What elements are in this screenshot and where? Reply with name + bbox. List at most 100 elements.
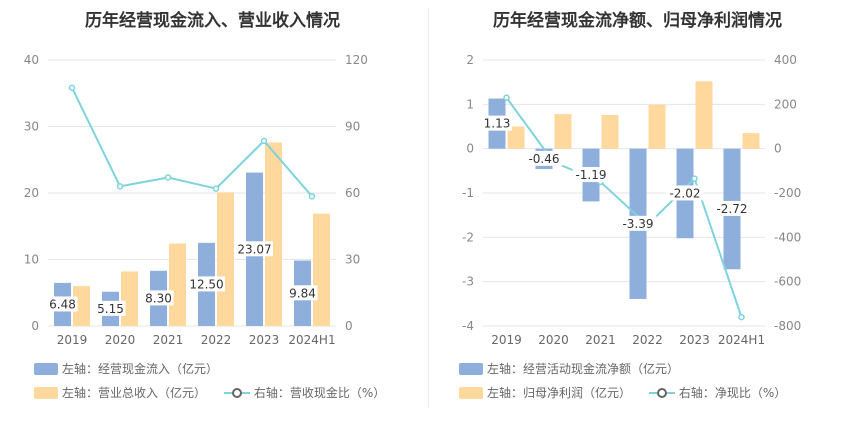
bar-series-2 [742,133,760,149]
legend-label: 左轴：经营活动现金流净额（亿元） [487,362,680,376]
legend-swatch-ratio-line [648,387,675,399]
y-right-tick-label: -600 [774,275,801,289]
legend-item-revenue[interactable]: 左轴：营业总收入（亿元） [34,384,206,401]
data-label-bg [713,200,751,216]
bar-series-2 [217,192,234,326]
ratio-point [68,84,76,91]
bar-series-2 [265,142,282,326]
y-left-tick-label: 1 [466,97,474,111]
ratio-point [260,137,268,145]
data-label: 8.30 [145,291,172,305]
chart-panel-net-cash: -4 -3 -2 -1 0 1 2 -800 -600 -400 -200 0 200 400 2019 20… [425,0,850,437]
legend-swatch-revenue [34,387,58,399]
data-label-bg [572,167,610,183]
x-tick-label: 2020 [105,333,136,347]
data-label: -0.46 [528,152,559,166]
legend-swatch-net-cash [459,363,483,375]
legend-item-net-cash-flow[interactable]: 左轴：经营活动现金流净额（亿元） [459,360,679,377]
y-right-tick-label: 200 [774,97,797,111]
y-left-tick-label: 0 [31,319,39,333]
bar-series-2 [554,114,572,149]
bar-series-2 [73,286,90,326]
chart-title: 历年经营现金流入、营业收入情况 [85,11,340,31]
x-tick-label: 2024H1 [718,333,765,347]
y-left-tick-label: -4 [462,319,474,333]
bar-series-2 [507,126,525,149]
x-tick-label: 2019 [491,333,522,347]
y-left-tick-label: -2 [462,230,474,244]
x-tick-label: 2020 [538,333,569,347]
legend-row-1: 左轴：经营活动现金流净额（亿元） [459,360,693,377]
data-label: 6.48 [49,297,76,311]
data-label: -3.39 [622,217,653,231]
y-left-tick-label: -1 [462,186,474,200]
bar-series-2 [169,243,186,326]
legend-swatch-cash-inflow [34,363,58,375]
y-right-tick-label: 120 [345,53,368,67]
legend-row-2: 左轴：营业总收入（亿元） 右轴：营收现金比（%） [34,384,399,401]
y-right-tick-label: -400 [774,230,801,244]
data-label-bg [188,276,225,292]
legend-label: 左轴：营业总收入（亿元） [62,386,207,400]
x-tick-label: 2023 [679,333,710,347]
bar-series-2 [601,114,619,149]
ratio-point [503,94,510,101]
data-label: 1.13 [484,117,511,131]
ratio-point [308,193,316,200]
x-tick-label: 2022 [201,333,232,347]
data-label-bg [619,215,657,231]
y-left-tick-label: 20 [24,186,39,200]
x-tick-label: 2019 [57,333,88,347]
data-label-bg [287,285,318,301]
ratio-point [691,175,698,182]
y-left-tick-label: -3 [462,275,474,289]
x-tick-label: 2023 [249,333,280,347]
legend-label: 左轴：归母净利润（亿元） [487,386,632,400]
data-label: -2.02 [669,186,700,200]
legend-label: 右轴：净现比（%） [678,386,787,400]
data-label: 9.84 [289,286,316,300]
ratio-line [71,87,313,197]
legend-item-net-cash-ratio[interactable]: 右轴：净现比（%） [648,384,787,401]
ratio-point [116,183,124,190]
ratio-point [738,313,745,321]
data-label-bg [525,150,563,166]
legend-item-cash-revenue-ratio[interactable]: 右轴：营收现金比（%） [223,384,386,401]
data-label-bg [47,296,78,312]
x-tick-label: 2021 [585,333,616,347]
x-tick-label: 2021 [153,333,184,347]
data-label-bg [143,290,174,306]
net-cash-chart: -4 -3 -2 -1 0 1 2 -800 -600 -400 -200 0 200 400 2019 20… [462,53,801,347]
data-label-bg [482,115,512,131]
legend-row-2: 左轴：归母净利润（亿元） 右轴：净现比（%） [459,384,800,401]
y-left-tick-label: 30 [24,120,39,134]
bar-series-2 [695,81,713,149]
y-left-tick-label: 2 [466,53,474,67]
y-left-tick-label: 0 [466,142,474,156]
bar-series-2 [648,104,666,149]
data-label: 23.07 [237,242,271,256]
y-right-tick-label: 0 [774,142,782,156]
data-label-bg [236,241,273,257]
y-right-tick-label: 400 [774,53,797,67]
data-label-bg [95,300,126,316]
legend-item-cash-inflow[interactable]: 左轴：经营现金流入（亿元） [34,360,218,377]
legend-row-1: 左轴：经营现金流入（亿元） [34,360,232,377]
x-tick-label: 2022 [632,333,663,347]
y-right-tick-label: 90 [345,120,360,134]
data-label: -2.72 [716,202,747,216]
data-label: -1.19 [575,168,606,182]
bar-series-2 [313,213,330,326]
y-left-tick-label: 40 [24,53,39,67]
y-right-tick-label: 30 [345,253,360,267]
y-right-tick-label: -200 [774,186,801,200]
ratio-point [212,185,220,192]
legend-swatch-ratio-line [223,387,250,399]
panel-divider [428,8,429,408]
data-label: 5.15 [97,302,124,316]
y-right-tick-label: 60 [345,186,360,200]
legend-label: 右轴：营收现金比（%） [253,386,386,400]
chart-panel-cash-inflow: 0 10 20 30 40 0 30 60 90 120 2019 2020 2021 2022 2023 2… [24,11,399,401]
legend-item-net-profit[interactable]: 左轴：归母净利润（亿元） [459,384,631,401]
chart-title: 历年经营现金流净额、归母净利润情况 [493,11,782,31]
